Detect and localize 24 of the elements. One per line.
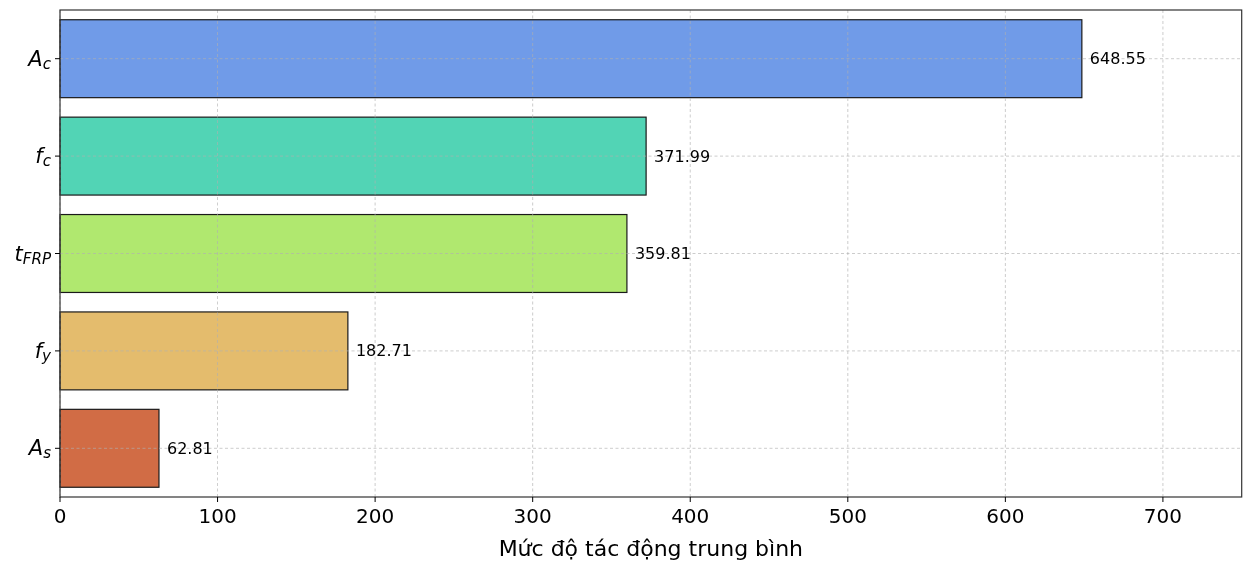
y-tick-label: t$_{FRP}$ <box>14 241 52 268</box>
bar <box>59 311 349 391</box>
data-label: 182.71 <box>355 341 412 361</box>
x-tick-label: 100 <box>198 504 237 528</box>
bar <box>59 213 628 294</box>
y-tick-label: f$_{y}$ <box>34 338 53 366</box>
x-tick-label: 600 <box>986 504 1025 528</box>
bar <box>59 408 160 488</box>
y-tick-label: A$_{c}$ <box>26 46 52 73</box>
y-tick-label: f$_{c}$ <box>35 144 52 171</box>
x-tick-label: 300 <box>513 504 552 528</box>
y-tick-label: A$_{s}$ <box>26 436 52 463</box>
data-label: 648.55 <box>1089 49 1146 69</box>
x-tick-label: 500 <box>828 504 867 528</box>
x-tick-label: 400 <box>671 504 710 528</box>
x-tick-label: 700 <box>1143 504 1183 528</box>
x-tick-label: 200 <box>356 504 395 528</box>
x-axis-title: Mức độ tác động trung bình <box>498 536 804 561</box>
x-tick-label: 0 <box>53 504 67 528</box>
bar <box>59 116 647 196</box>
data-label: 371.99 <box>654 146 711 166</box>
data-label: 62.81 <box>166 438 213 458</box>
data-label: 359.81 <box>634 244 691 263</box>
bar <box>59 19 1083 99</box>
